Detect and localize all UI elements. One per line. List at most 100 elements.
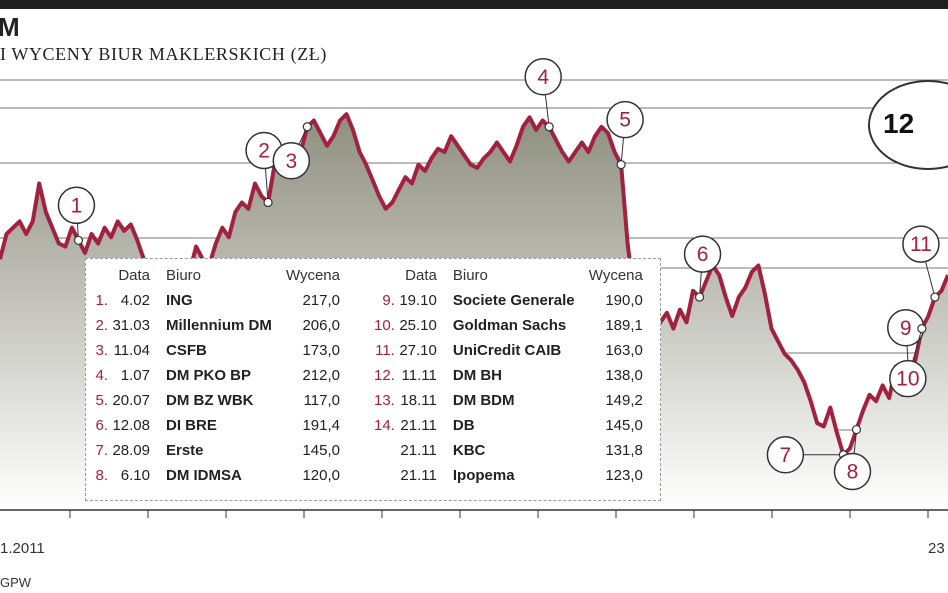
row-date: 11.04 — [113, 342, 150, 359]
callout-circle — [766, 436, 805, 474]
row-number: 1. — [95, 292, 108, 309]
x-start-label: 1.2011 — [0, 540, 45, 557]
table-row: 21.11 Ipopema 123,0 — [374, 463, 642, 488]
data-point-marker — [263, 197, 273, 208]
row-value: 131,8 — [605, 442, 643, 459]
col-header-value: Wycena — [285, 267, 340, 284]
row-number: 3. — [95, 342, 108, 359]
data-point-marker — [694, 292, 705, 302]
row-office: Goldman Sachs — [452, 317, 567, 334]
callout-11: 11 — [902, 225, 940, 302]
row-number — [374, 438, 399, 463]
row-number: 4. — [95, 367, 108, 384]
chart-subtitle: I WYCENY BIUR MAKLERSKICH (ZŁ) — [0, 44, 327, 64]
row-number: 2. — [95, 317, 108, 334]
row-number: 6. — [95, 417, 108, 434]
row-date: 21.11 — [400, 467, 437, 484]
callout-label: 1 — [71, 194, 83, 217]
row-number: 8. — [95, 467, 108, 484]
row-date: 18.11 — [400, 392, 437, 409]
row-date: 20.07 — [112, 392, 150, 409]
row-office: DM IDMSA — [166, 467, 242, 484]
badge-value: 12 — [883, 108, 915, 139]
row-office: DM BZ WBK — [166, 392, 254, 409]
callout-circle — [272, 142, 311, 180]
callout-circle — [683, 235, 722, 273]
row-date: 25.10 — [399, 317, 437, 334]
row-office: DB — [452, 417, 475, 434]
row-value: 217,0 — [302, 292, 340, 309]
callout-label: 2 — [258, 139, 270, 162]
row-date: 11.11 — [401, 367, 437, 384]
callout-circle — [524, 58, 562, 96]
row-date: 21.11 — [400, 417, 437, 434]
x-axis-ticks — [69, 510, 929, 518]
row-date: 4.02 — [120, 292, 150, 309]
row-date: 1.07 — [120, 367, 150, 384]
row-value: 189,1 — [605, 317, 643, 334]
valuation-table: Data Biuro Wycena 1. 4.02 ING 217,0 2. 31.03 M… — [85, 258, 661, 501]
col-header-date: Data — [118, 267, 150, 284]
data-point-marker — [302, 122, 312, 132]
source-label: GPW — [0, 575, 32, 590]
data-point-marker — [616, 160, 626, 170]
callout-label: 6 — [697, 243, 709, 266]
data-point-marker — [851, 424, 862, 435]
callout-6: 6 — [683, 235, 722, 302]
row-value: 138,0 — [605, 367, 643, 384]
row-date: 21.11 — [400, 442, 437, 459]
row-date: 27.10 — [399, 342, 437, 359]
data-point-marker — [544, 122, 554, 132]
row-value: 163,0 — [605, 342, 643, 359]
col-header-office: Biuro — [452, 267, 488, 284]
row-office: ING — [166, 292, 193, 309]
row-number: 13. — [374, 392, 395, 409]
row-office: CSFB — [166, 342, 207, 359]
table-row: 11. 27.10 UniCredit CAIB 163,0 — [374, 338, 643, 363]
callout-1: 1 — [57, 186, 96, 245]
table-header-row: Data Biuro Wycena — [374, 263, 643, 288]
col-header-office: Biuro — [166, 267, 202, 284]
callout-10: 10 — [889, 324, 927, 398]
table-row: 7. 28.09 Erste 145,0 — [92, 438, 340, 463]
table-row: 14. 21.11 DB 145,0 — [374, 413, 643, 438]
callout-circle — [902, 225, 940, 263]
row-number — [374, 463, 399, 488]
callout-label: 5 — [619, 109, 631, 132]
x-end-label: 23 — [928, 540, 945, 557]
row-office: KBC — [452, 442, 486, 459]
table-row: 12. 11.11 DM BH 138,0 — [374, 363, 643, 388]
row-value: 145,0 — [605, 417, 643, 434]
row-office: Ipopema — [452, 467, 515, 484]
row-date: 28.09 — [112, 442, 150, 459]
callout-label: 3 — [285, 150, 297, 173]
callout-label: 10 — [896, 368, 919, 391]
table-row: 8. 6.10 DM IDMSA 120,0 — [92, 463, 340, 488]
row-value: 190,0 — [605, 292, 643, 309]
row-office: DM BH — [452, 367, 503, 384]
table-header-row: Data Biuro Wycena — [92, 263, 340, 288]
row-office: UniCredit CAIB — [452, 342, 562, 359]
row-number: 9. — [382, 292, 395, 309]
row-number: 11. — [375, 342, 395, 359]
table-row: 3. 11.04 CSFB 173,0 — [92, 338, 340, 363]
row-value: 206,0 — [302, 317, 340, 334]
table-row: 6. 12.08 DI BRE 191,4 — [92, 413, 340, 438]
row-date: 6.10 — [120, 467, 150, 484]
row-office: DI BRE — [166, 417, 217, 434]
row-value: 120,0 — [302, 467, 340, 484]
row-office: Millennium DM — [166, 317, 272, 334]
row-number: 12. — [374, 367, 395, 384]
row-value: 117,0 — [303, 392, 340, 409]
data-point-marker — [930, 292, 940, 302]
col-header-value: Wycena — [588, 267, 643, 284]
row-number: 5. — [95, 392, 108, 409]
row-value: 212,0 — [302, 367, 340, 384]
row-office: Societe Generale — [452, 292, 575, 309]
callout-label: 4 — [537, 66, 549, 89]
table-row: 10. 25.10 Goldman Sachs 189,1 — [374, 313, 643, 338]
row-office: Erste — [166, 442, 204, 459]
table-row: 21.11 KBC 131,8 — [374, 438, 643, 463]
callout-label: 11 — [910, 233, 932, 256]
